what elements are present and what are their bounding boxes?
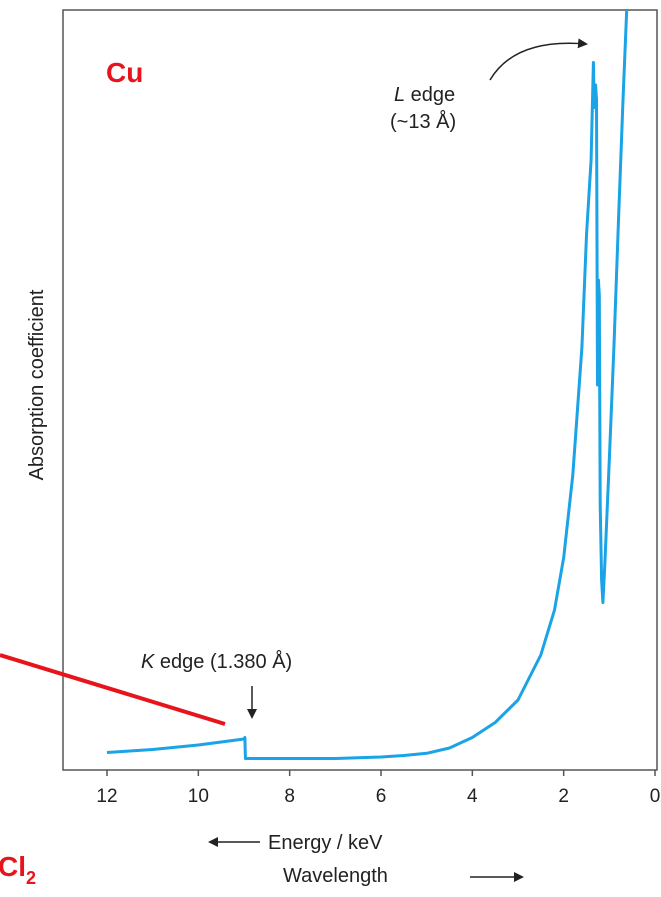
x-tick-label: 10	[188, 786, 209, 807]
l-edge-wavelength: (~13 Å)	[390, 110, 456, 133]
y-axis-label: Absorption coefficient	[26, 289, 48, 480]
x-tick-label: 2	[558, 786, 569, 807]
absorption-curve	[106, 9, 629, 760]
x-axis-ticks: 12 10 8 6 4 2 0	[96, 770, 660, 807]
x-tick-label: 0	[650, 786, 661, 807]
element-label: Cu	[106, 57, 143, 88]
x-tick-label: 4	[467, 786, 478, 807]
k-edge-label: K edge (1.380 Å)	[141, 650, 292, 673]
plot-frame	[62, 9, 658, 771]
l-edge-arrow	[489, 38, 588, 81]
x-tick-label: 8	[284, 786, 295, 807]
x-axis-label-secondary: Wavelength	[283, 865, 388, 887]
x-tick-label: 12	[96, 786, 117, 807]
data-series	[106, 9, 629, 760]
l-edge-label: L edge	[394, 84, 455, 106]
x-axis-label: Energy / keV	[268, 832, 383, 854]
pointer-line	[0, 653, 226, 726]
bottom-label: Cl2	[0, 851, 36, 888]
x-tick-label: 6	[376, 786, 387, 807]
